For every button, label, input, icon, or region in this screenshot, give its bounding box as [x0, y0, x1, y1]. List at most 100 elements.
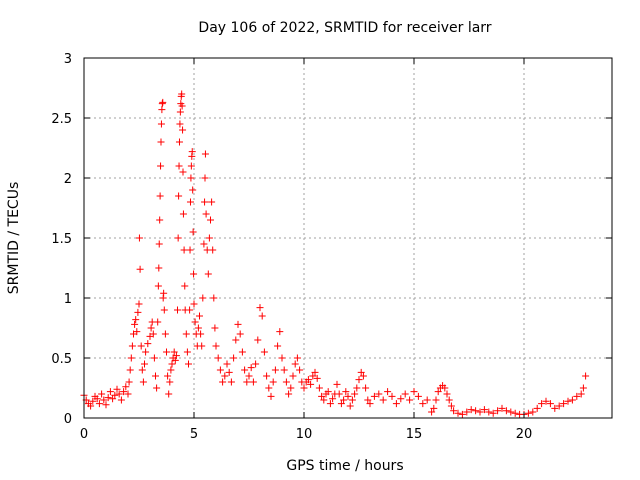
data-point [142, 348, 150, 356]
data-point [209, 246, 217, 254]
data-point [104, 394, 112, 402]
data-point [152, 372, 159, 380]
data-point [137, 342, 145, 350]
data-point [335, 390, 343, 398]
data-point [128, 342, 136, 350]
data-point [93, 395, 101, 403]
data-point [454, 409, 462, 417]
data-point [573, 392, 581, 400]
y-tick-label: 0.5 [51, 352, 72, 367]
data-point [164, 372, 172, 380]
data-point [212, 342, 220, 350]
data-point [254, 336, 262, 344]
data-point [337, 400, 345, 408]
data-point [154, 318, 162, 326]
data-point [141, 360, 148, 368]
data-point [348, 396, 356, 404]
data-point [546, 400, 554, 408]
data-point [170, 348, 178, 356]
data-point [187, 174, 195, 182]
data-point [441, 384, 449, 392]
data-point [480, 406, 488, 414]
data-point [346, 402, 354, 410]
data-point [333, 380, 341, 388]
data-point [340, 396, 348, 404]
data-point [329, 395, 337, 403]
data-point [186, 306, 194, 314]
data-point [364, 396, 372, 404]
data-point [542, 397, 550, 405]
y-axis-label: SRMTID / TECUs [6, 182, 22, 295]
data-point [274, 342, 282, 350]
data-point [485, 408, 493, 416]
data-point [507, 408, 515, 416]
data-point [174, 234, 182, 242]
y-tick-label: 1.5 [51, 232, 72, 247]
data-point [178, 102, 186, 110]
data-point [260, 348, 268, 356]
data-point [102, 401, 110, 409]
data-point [154, 282, 162, 290]
data-point [176, 108, 184, 116]
data-point [282, 378, 290, 386]
data-point [267, 392, 275, 400]
data-point [160, 306, 168, 314]
data-point [234, 320, 242, 328]
data-point [138, 366, 146, 374]
data-point [186, 246, 194, 254]
data-point [236, 330, 244, 338]
data-point [375, 390, 383, 398]
data-point [190, 270, 198, 278]
data-point [430, 404, 438, 412]
data-point [344, 392, 352, 400]
chart-title: Day 106 of 2022, SRMTID for receiver lar… [198, 20, 491, 36]
data-point [186, 198, 194, 206]
data-point [158, 106, 166, 114]
data-point [362, 384, 370, 392]
data-point [198, 342, 206, 350]
data-point [109, 395, 117, 403]
data-point [568, 396, 576, 404]
data-point [241, 366, 249, 374]
gridlines [84, 58, 612, 418]
data-point [351, 390, 359, 398]
data-point [263, 372, 271, 380]
data-point [463, 408, 471, 416]
data-point [214, 354, 222, 362]
data-point [126, 366, 134, 374]
data-point [117, 396, 125, 404]
data-point [163, 348, 170, 356]
data-point [307, 380, 315, 388]
x-tick-label: 10 [296, 427, 313, 442]
data-point [166, 378, 174, 386]
data-point [555, 402, 563, 410]
data-point [120, 388, 128, 396]
data-point [156, 192, 164, 200]
data-point [205, 234, 213, 242]
data-point [201, 150, 209, 158]
data-point [476, 408, 484, 416]
data-point [168, 360, 176, 368]
data-point [159, 98, 167, 106]
data-point [155, 240, 163, 248]
data-point [370, 392, 378, 400]
data-point [149, 330, 157, 338]
data-point [201, 198, 209, 206]
data-point [157, 162, 165, 170]
data-point [443, 390, 451, 398]
data-point [324, 388, 332, 396]
data-point [190, 300, 198, 308]
data-point [175, 192, 183, 200]
data-point [434, 388, 442, 396]
data-point [511, 409, 519, 417]
y-tick-label: 2.5 [51, 112, 72, 127]
y-tick-label: 0 [64, 412, 72, 427]
data-point [529, 408, 537, 416]
data-point [183, 348, 191, 356]
data-point [111, 391, 119, 399]
data-point [311, 368, 319, 376]
data-point [410, 388, 418, 396]
data-point [167, 366, 175, 374]
data-point [359, 372, 367, 380]
x-tick-label: 15 [406, 427, 423, 442]
